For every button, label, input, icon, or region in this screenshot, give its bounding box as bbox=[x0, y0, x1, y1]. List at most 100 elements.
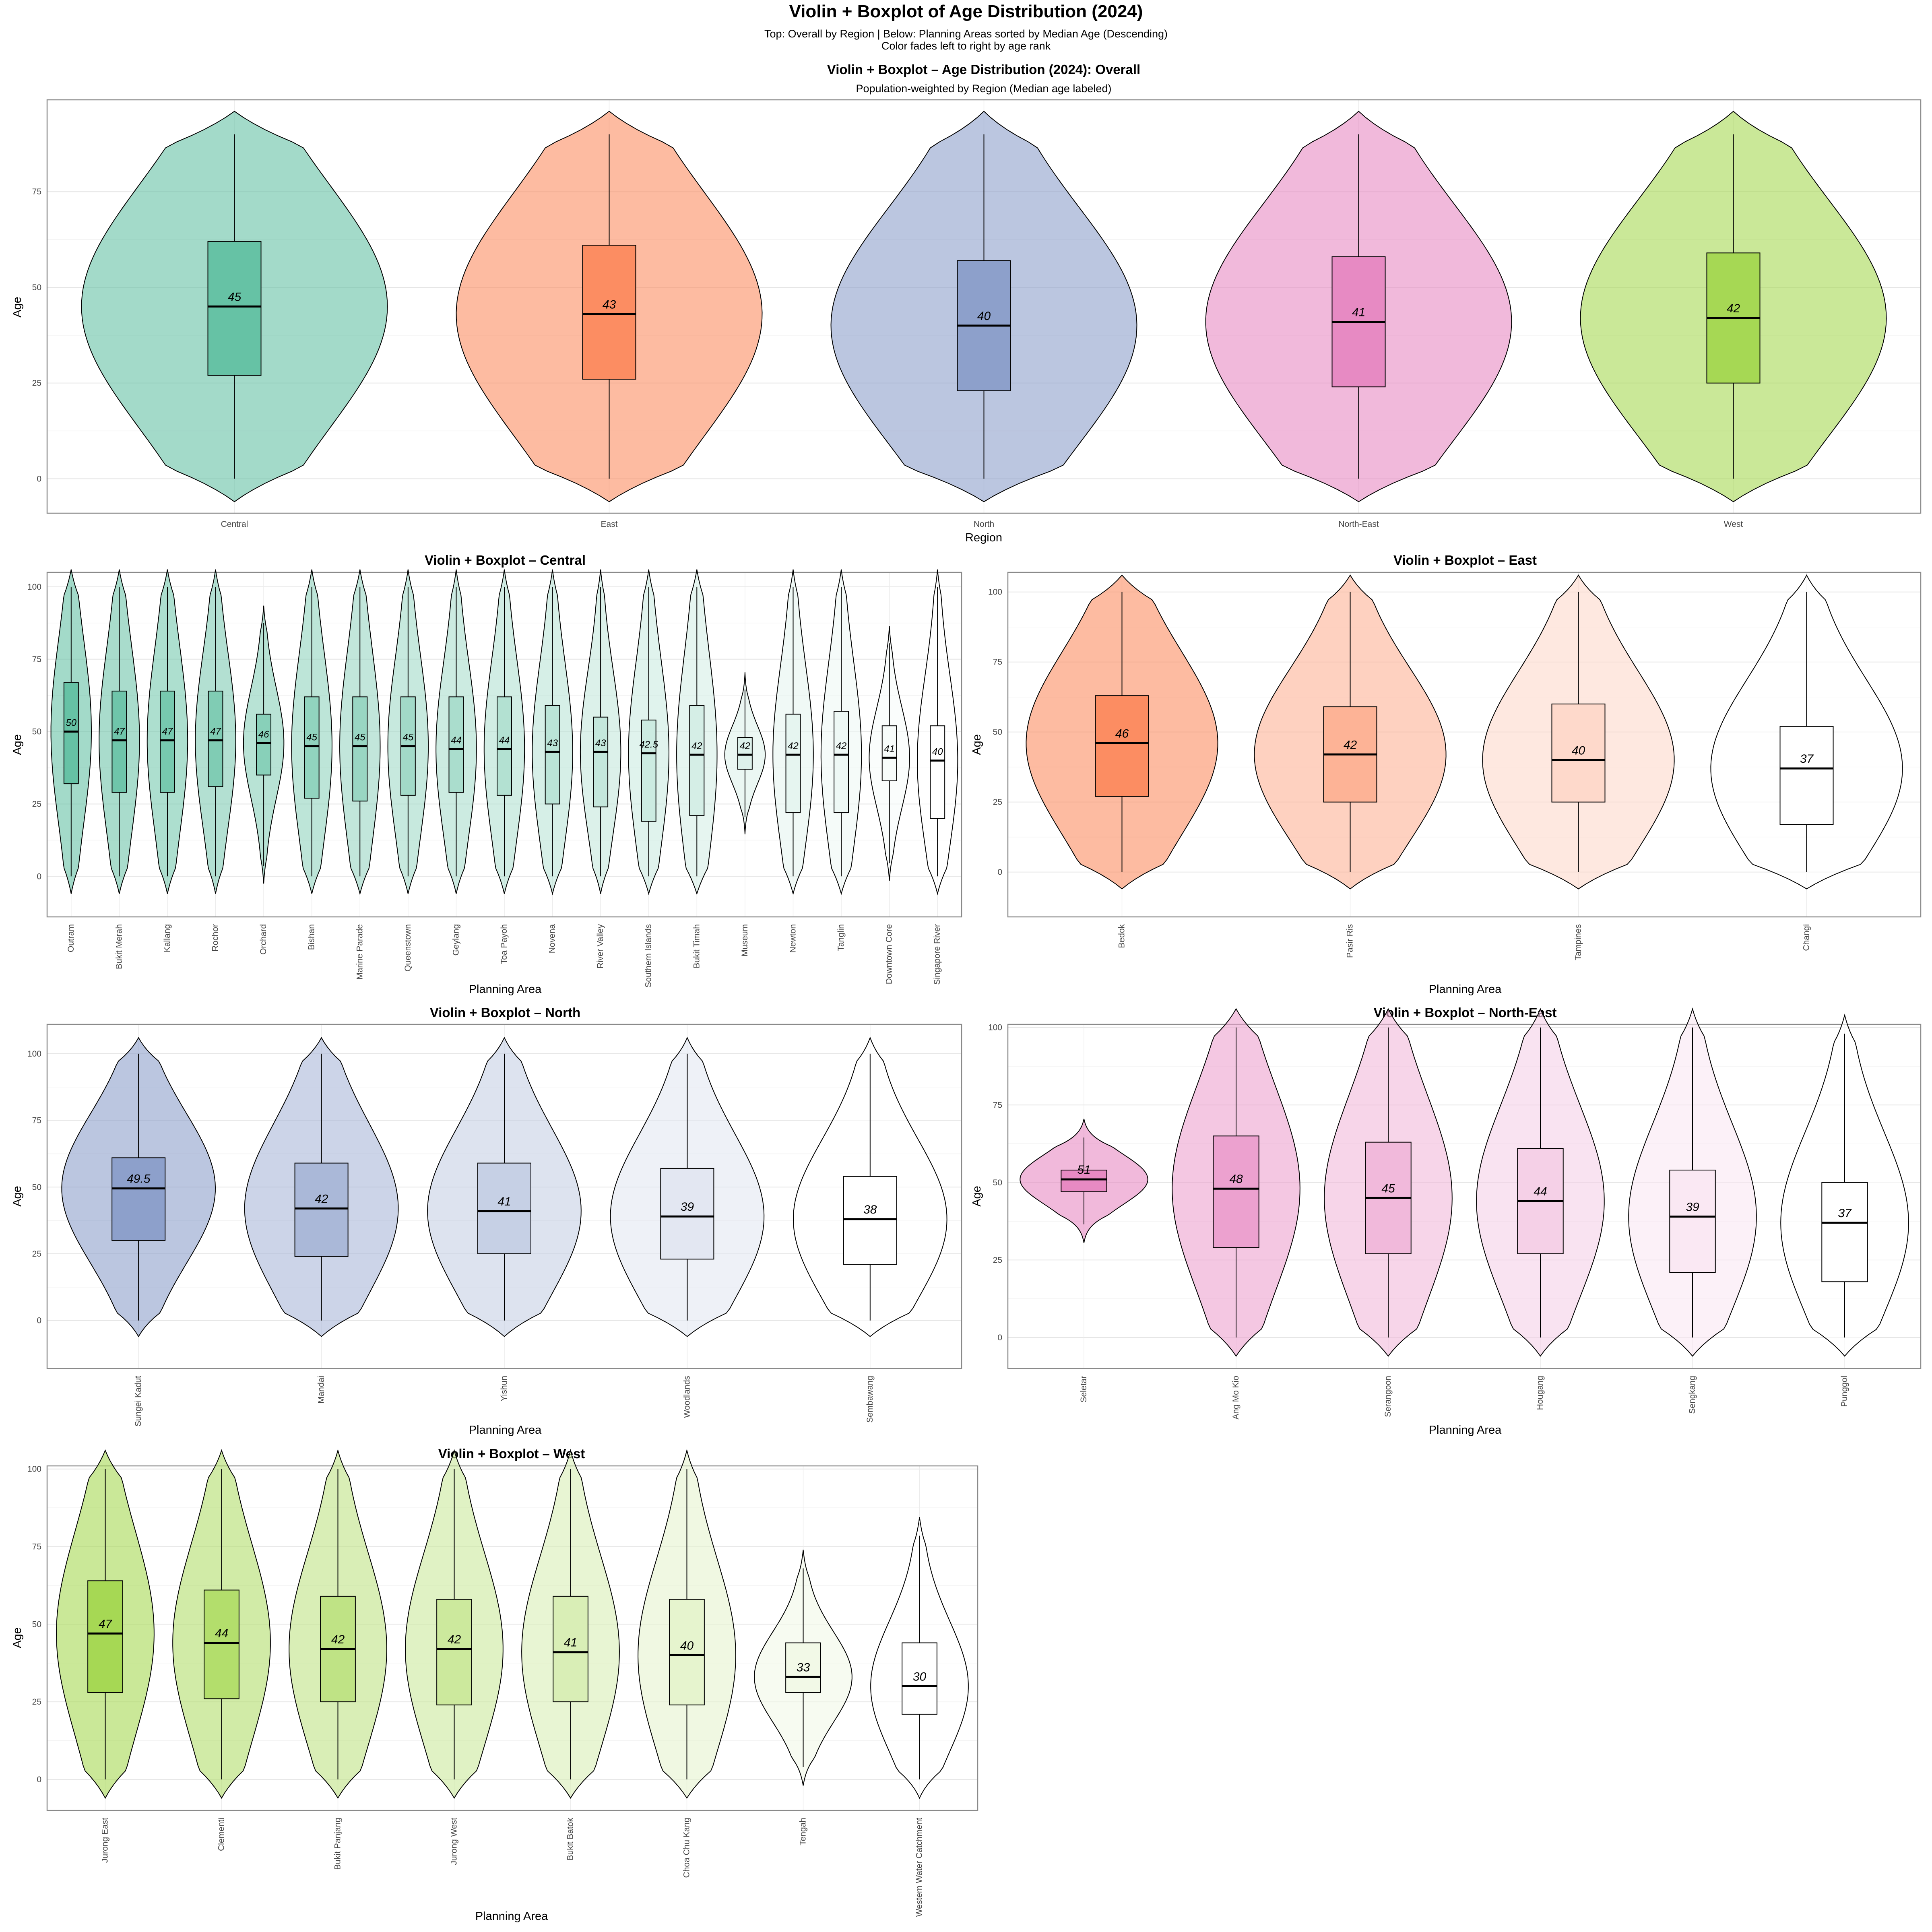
box-iqr bbox=[669, 1599, 705, 1705]
plot-border bbox=[46, 1024, 962, 1369]
x-tick-label: Mandai bbox=[317, 1376, 326, 1404]
box-iqr bbox=[785, 1642, 821, 1693]
box-iqr bbox=[660, 1168, 714, 1260]
x-tick-label: Bukit Panjang bbox=[333, 1818, 343, 1870]
y-tick-label: 0 bbox=[37, 1316, 41, 1325]
y-tick-label: 25 bbox=[32, 1249, 41, 1259]
box-iqr bbox=[641, 719, 656, 822]
y-axis-label: Age bbox=[11, 1627, 24, 1648]
y-tick-label: 75 bbox=[993, 1100, 1002, 1110]
panel-east: Violin + Boxplot – East Planning Area Ag… bbox=[970, 553, 1922, 996]
y-tick-label: 25 bbox=[32, 379, 41, 388]
plot-area: 0 25 50 75 100 47 Jurong East 44 Clementi 42 Bukit… bbox=[27, 1449, 978, 1917]
figure-subtitle-line2: Color fades left to right by age rank bbox=[881, 40, 1051, 52]
median-label: 42 bbox=[788, 741, 799, 751]
x-tick-label: Newton bbox=[788, 924, 797, 953]
y-tick-label: 75 bbox=[32, 655, 41, 664]
box-iqr bbox=[1821, 1182, 1868, 1282]
x-tick-label: Jurong West bbox=[450, 1818, 459, 1865]
panel-title: Violin + Boxplot – East bbox=[1393, 553, 1537, 568]
box-iqr bbox=[1095, 695, 1149, 797]
y-tick-label: 75 bbox=[32, 1116, 41, 1125]
box-iqr bbox=[593, 716, 609, 807]
median-label: 40 bbox=[932, 747, 943, 758]
y-tick-label: 50 bbox=[32, 1183, 41, 1192]
x-tick-label: Sengkang bbox=[1688, 1376, 1697, 1414]
y-tick-label: 75 bbox=[993, 658, 1002, 667]
y-tick-label: 0 bbox=[37, 872, 41, 881]
y-tick-label: 50 bbox=[32, 283, 41, 292]
box-iqr bbox=[1669, 1170, 1716, 1273]
median-label: 33 bbox=[797, 1661, 810, 1674]
plot-area: 0 25 50 75 100 50 Outram 47 Bukit Merah 47 Kallang… bbox=[27, 569, 962, 988]
panel-north: Violin + Boxplot – North Planning Area A… bbox=[11, 1005, 962, 1437]
box-iqr bbox=[63, 682, 79, 784]
median-label: 30 bbox=[913, 1670, 927, 1684]
box-iqr bbox=[1061, 1170, 1107, 1192]
x-tick-label: Novena bbox=[548, 924, 557, 954]
median-label: 41 bbox=[564, 1636, 577, 1649]
x-tick-label: Tanglin bbox=[836, 924, 846, 951]
x-tick-label: Toa Payoh bbox=[500, 924, 509, 964]
x-tick-label: Geylang bbox=[451, 924, 460, 956]
x-tick-label: Bishan bbox=[307, 924, 316, 950]
y-tick-label: 100 bbox=[27, 582, 41, 592]
median-label: 40 bbox=[1572, 744, 1585, 757]
median-label: 50 bbox=[66, 718, 76, 729]
plot-area: 0 25 50 75 100 49.5 Sungei Kadut 42 Mandai 41 Yish… bbox=[27, 1024, 962, 1426]
box-iqr bbox=[1779, 726, 1834, 825]
median-label: 48 bbox=[1229, 1172, 1243, 1186]
box-iqr bbox=[545, 705, 560, 805]
median-label: 42 bbox=[740, 741, 751, 751]
x-axis-label: Planning Area bbox=[1429, 983, 1502, 996]
box-iqr bbox=[87, 1580, 123, 1693]
median-label: 44 bbox=[215, 1627, 228, 1640]
y-tick-label: 25 bbox=[32, 1697, 41, 1707]
median-label: 45 bbox=[1381, 1182, 1395, 1195]
median-label: 43 bbox=[603, 298, 616, 312]
median-label: 49.5 bbox=[127, 1172, 151, 1186]
y-axis-label: Age bbox=[11, 734, 24, 755]
panel-title: Violin + Boxplot – Age Distribution (202… bbox=[827, 62, 1140, 77]
panel-title: Violin + Boxplot – West bbox=[438, 1446, 585, 1461]
median-label: 42.5 bbox=[639, 739, 658, 750]
box-iqr bbox=[881, 725, 897, 781]
box-iqr bbox=[785, 714, 801, 813]
panel-overall: Violin + Boxplot – Age Distribution (202… bbox=[11, 62, 1922, 544]
x-tick-label: Rochor bbox=[211, 924, 220, 952]
plot-area: 0 25 50 75 45 Central 43 East 40 North 41 North-Eas… bbox=[32, 99, 1922, 529]
y-tick-label: 25 bbox=[32, 799, 41, 809]
y-tick-label: 25 bbox=[993, 1255, 1002, 1265]
panel-subtitle: Population-weighted by Region (Median ag… bbox=[856, 83, 1112, 95]
median-label: 40 bbox=[977, 310, 991, 323]
median-label: 42 bbox=[691, 741, 702, 751]
x-tick-label: Sembawang bbox=[865, 1376, 875, 1423]
box-iqr bbox=[834, 711, 849, 813]
median-label: 47 bbox=[99, 1617, 113, 1631]
x-tick-label: North-East bbox=[1338, 520, 1379, 529]
y-tick-label: 100 bbox=[27, 1465, 41, 1474]
y-tick-label: 75 bbox=[32, 187, 41, 196]
median-label: 42 bbox=[836, 741, 847, 751]
x-axis-label: Region bbox=[965, 531, 1002, 544]
y-axis-label: Age bbox=[11, 297, 24, 318]
median-label: 39 bbox=[681, 1200, 694, 1214]
x-axis-label: Planning Area bbox=[475, 1910, 548, 1923]
y-tick-label: 25 bbox=[993, 798, 1002, 807]
plot-area: 0 25 50 75 100 51 Seletar 48 Ang Mo Kio 45 Serango… bbox=[988, 1007, 1922, 1420]
y-tick-label: 50 bbox=[993, 1178, 1002, 1187]
median-label: 44 bbox=[1534, 1185, 1547, 1198]
median-label: 38 bbox=[863, 1203, 877, 1216]
x-tick-label: Bukit Timah bbox=[692, 924, 701, 968]
box-iqr bbox=[256, 714, 272, 776]
x-tick-label: Downtown Core bbox=[885, 924, 894, 984]
x-axis-label: Planning Area bbox=[469, 983, 542, 996]
x-tick-label: Outram bbox=[66, 924, 76, 952]
y-tick-label: 0 bbox=[997, 868, 1002, 877]
median-label: 45 bbox=[228, 291, 242, 304]
median-label: 47 bbox=[162, 726, 173, 737]
x-tick-label: Queenstown bbox=[403, 924, 413, 972]
box-iqr bbox=[436, 1599, 472, 1705]
y-tick-label: 0 bbox=[37, 1775, 41, 1784]
